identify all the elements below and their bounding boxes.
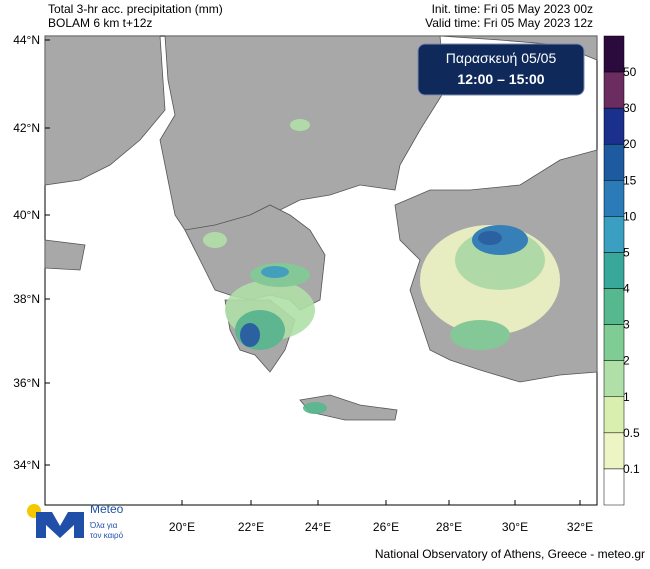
lat-label: 38°N bbox=[13, 292, 40, 306]
logo-name: Meteo bbox=[90, 502, 124, 516]
colorbar-label: 20 bbox=[623, 137, 637, 151]
colorbar-segment bbox=[603, 288, 625, 325]
colorbar-label: 10 bbox=[623, 209, 637, 223]
colorbar-label: 2 bbox=[623, 354, 630, 368]
colorbar-label: 15 bbox=[623, 173, 637, 187]
footer: National Observatory of Athens, Greece -… bbox=[375, 547, 645, 561]
lon-label: 24°E bbox=[305, 520, 331, 534]
colorbar-segment bbox=[603, 216, 625, 253]
logo: Meteo Όλα για τον καιρό bbox=[27, 502, 124, 540]
logo-tagline: Όλα για bbox=[89, 521, 118, 530]
lon-label: 32°E bbox=[567, 520, 593, 534]
colorbar-segment bbox=[603, 107, 625, 145]
badge-hours: 12:00 – 15:00 bbox=[457, 71, 544, 87]
lon-label: 22°E bbox=[238, 520, 264, 534]
lon-label: 30°E bbox=[502, 520, 528, 534]
lat-label: 44°N bbox=[13, 33, 40, 47]
logo-tagline: τον καιρό bbox=[90, 531, 124, 540]
colorbar-label: 5 bbox=[623, 245, 630, 259]
subtitle: BOLAM 6 km t+12z bbox=[48, 16, 152, 30]
colorbar-label: 50 bbox=[623, 65, 637, 79]
forecast-badge: Παρασκευή 05/05 12:00 – 15:00 bbox=[417, 43, 585, 96]
lat-label: 36°N bbox=[13, 376, 40, 390]
init-time: Init. time: Fri 05 May 2023 00z bbox=[432, 2, 593, 16]
colorbar-label: 4 bbox=[623, 282, 630, 296]
colorbar-label: 0.5 bbox=[623, 426, 640, 440]
colorbar-segment bbox=[603, 35, 625, 73]
colorbar-label: 30 bbox=[623, 101, 637, 115]
colorbar-label: 3 bbox=[623, 318, 630, 332]
colorbar-segment bbox=[603, 396, 625, 434]
title: Total 3-hr acc. precipitation (mm) bbox=[48, 2, 223, 16]
colorbar-segment bbox=[603, 252, 625, 289]
colorbar-segment bbox=[603, 143, 625, 181]
colorbar-segment bbox=[603, 324, 625, 361]
map bbox=[44, 35, 598, 506]
colorbar-segment bbox=[603, 468, 625, 506]
axes: 44°N 42°N 40°N 38°N 36°N 34°N 20°E 22°E 24°E 26°E… bbox=[13, 33, 593, 534]
colorbar-segment bbox=[603, 432, 625, 470]
lat-label: 42°N bbox=[13, 121, 40, 135]
lon-label: 26°E bbox=[373, 520, 399, 534]
colorbar-label: 0.1 bbox=[623, 462, 640, 476]
valid-time: Valid time: Fri 05 May 2023 12z bbox=[425, 16, 593, 30]
lon-label: 20°E bbox=[169, 520, 195, 534]
colorbar-segment bbox=[603, 180, 625, 217]
badge-day: Παρασκευή 05/05 bbox=[446, 50, 557, 66]
lat-label: 34°N bbox=[13, 458, 40, 472]
colorbar-segment bbox=[603, 71, 625, 109]
colorbar-segment bbox=[603, 360, 625, 398]
lat-label: 40°N bbox=[13, 208, 40, 222]
lon-label: 28°E bbox=[436, 520, 462, 534]
colorbar-label: 1 bbox=[623, 390, 630, 404]
colorbar: 50 30 20 15 10 5 4 3 2 1 0.5 0.1 bbox=[603, 35, 640, 506]
